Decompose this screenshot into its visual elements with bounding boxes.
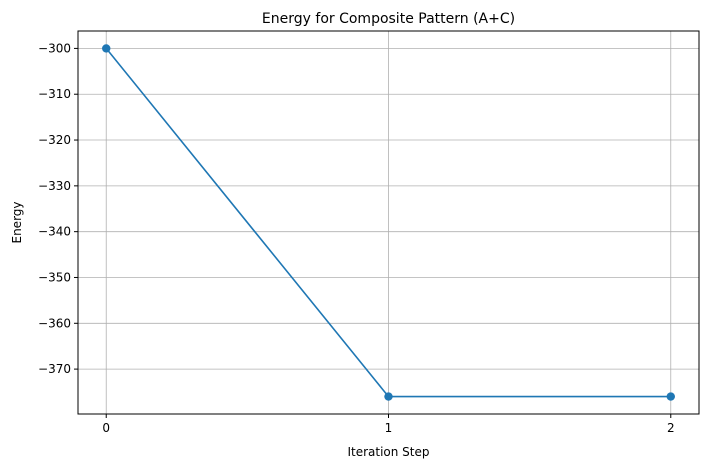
plot-frame (77, 30, 700, 415)
y-tick-label: −310 (38, 87, 71, 101)
y-tick-label: −370 (38, 362, 71, 376)
x-tick-label: 0 (102, 421, 110, 435)
y-axis-ticks: −300 −310 −320 −330 −340 −350 −360 −370 (38, 41, 78, 376)
chart-title: Energy for Composite Pattern (A+C) (262, 11, 515, 27)
y-tick-label: −350 (38, 270, 71, 284)
y-tick-label: −300 (38, 41, 71, 55)
x-axis-ticks: 0 1 2 (102, 414, 675, 435)
y-tick-label: −340 (38, 225, 71, 239)
y-tick-label: −330 (38, 179, 71, 193)
x-tick-label: 2 (667, 421, 675, 435)
series-group (102, 44, 675, 401)
y-tick-label: −320 (38, 133, 71, 147)
x-axis-label: Iteration Step (347, 445, 429, 459)
data-point (384, 392, 393, 401)
data-point (666, 392, 675, 401)
y-axis-label: Energy (10, 201, 24, 243)
grid (78, 31, 699, 414)
data-point (102, 44, 111, 53)
x-tick-label: 1 (385, 421, 393, 435)
y-tick-label: −360 (38, 316, 71, 330)
